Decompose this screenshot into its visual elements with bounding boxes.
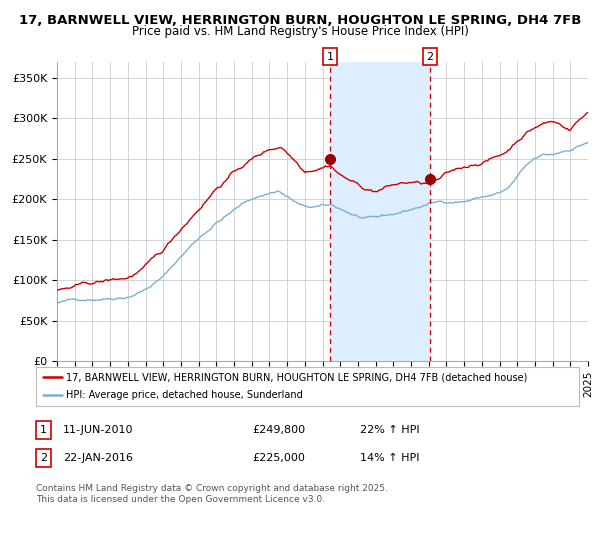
Text: £225,000: £225,000	[252, 453, 305, 463]
Text: 22-JAN-2016: 22-JAN-2016	[63, 453, 133, 463]
Text: £249,800: £249,800	[252, 425, 305, 435]
Text: 22% ↑ HPI: 22% ↑ HPI	[360, 425, 419, 435]
Text: 14% ↑ HPI: 14% ↑ HPI	[360, 453, 419, 463]
Text: 17, BARNWELL VIEW, HERRINGTON BURN, HOUGHTON LE SPRING, DH4 7FB (detached house): 17, BARNWELL VIEW, HERRINGTON BURN, HOUG…	[66, 372, 527, 382]
Text: 1: 1	[327, 52, 334, 62]
Text: 2: 2	[426, 52, 433, 62]
Text: 2: 2	[40, 453, 47, 463]
Text: 1: 1	[40, 425, 47, 435]
Text: HPI: Average price, detached house, Sunderland: HPI: Average price, detached house, Sund…	[66, 390, 302, 400]
Text: 17, BARNWELL VIEW, HERRINGTON BURN, HOUGHTON LE SPRING, DH4 7FB: 17, BARNWELL VIEW, HERRINGTON BURN, HOUG…	[19, 14, 581, 27]
Bar	[330, 62, 430, 361]
Text: Contains HM Land Registry data © Crown copyright and database right 2025.
This d: Contains HM Land Registry data © Crown c…	[36, 484, 388, 504]
Text: 11-JUN-2010: 11-JUN-2010	[63, 425, 133, 435]
Text: Price paid vs. HM Land Registry's House Price Index (HPI): Price paid vs. HM Land Registry's House …	[131, 25, 469, 38]
